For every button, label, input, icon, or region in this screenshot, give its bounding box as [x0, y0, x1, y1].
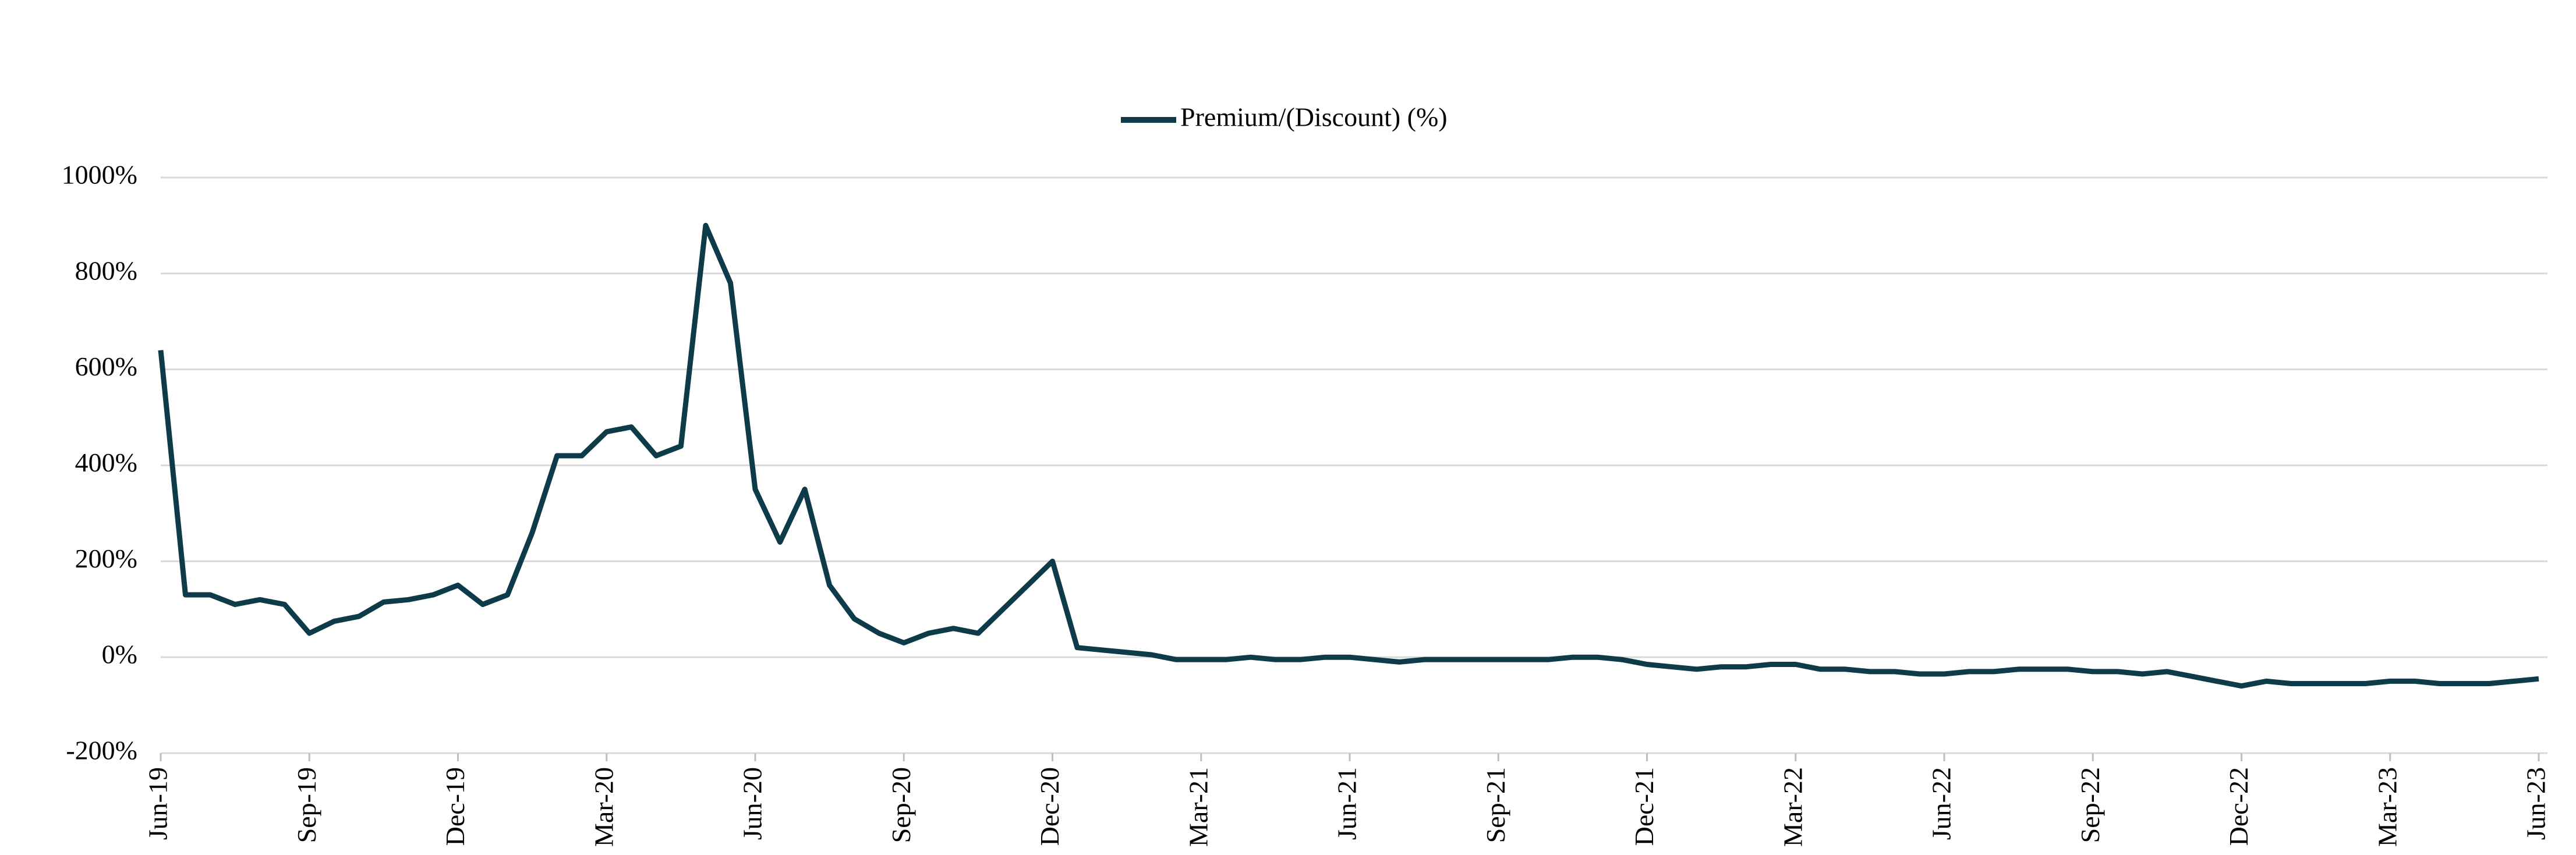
- y-tick-label: 1000%: [62, 160, 137, 190]
- x-tick-label: Sep-22: [2075, 767, 2105, 843]
- x-tick-label: Mar-20: [589, 767, 618, 847]
- x-tick-label: Dec-19: [440, 767, 470, 846]
- x-tick-label: Sep-19: [292, 767, 321, 843]
- y-tick-label: 400%: [75, 448, 137, 477]
- x-tick-label: Mar-21: [1183, 767, 1213, 847]
- x-tick-label: Dec-20: [1035, 767, 1064, 846]
- x-tick-label: Jun-19: [143, 767, 173, 840]
- y-tick-label: 600%: [75, 352, 137, 381]
- x-tick-label: Sep-21: [1481, 767, 1510, 843]
- x-tick-label: Jun-22: [1927, 767, 1956, 840]
- x-tick-label: Dec-22: [2224, 767, 2253, 846]
- x-tick-label: Dec-21: [1629, 767, 1659, 846]
- y-tick-label: 200%: [75, 544, 137, 573]
- y-tick-label: 0%: [102, 640, 137, 669]
- y-tick-label: -200%: [66, 736, 137, 765]
- x-tick-label: Jun-21: [1332, 767, 1362, 840]
- x-tick-label: Sep-20: [886, 767, 916, 843]
- line-series: [158, 222, 2539, 689]
- legend-label: Premium/(Discount) (%): [1180, 102, 1448, 132]
- x-tick-label: Mar-22: [1778, 767, 1807, 847]
- x-tick-label: Jun-20: [738, 767, 767, 840]
- x-tick-label: Mar-23: [2372, 767, 2402, 847]
- x-tick-label: Jun-23: [2521, 767, 2551, 840]
- y-tick-label: 800%: [75, 256, 137, 285]
